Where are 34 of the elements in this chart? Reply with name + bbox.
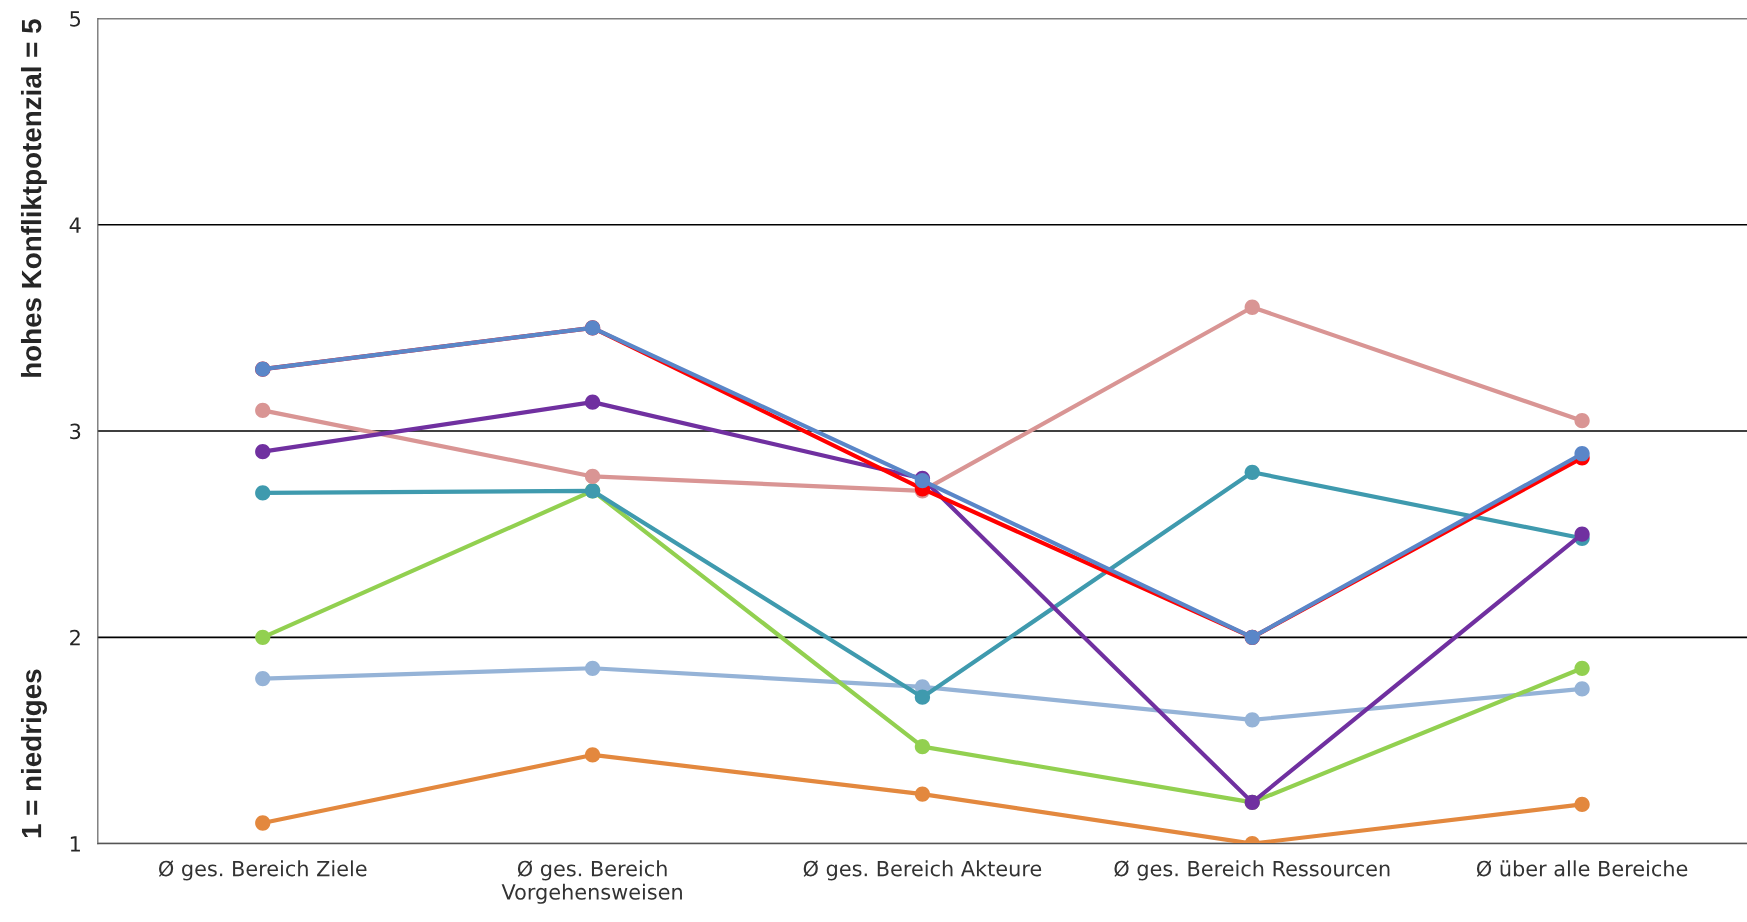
point — [1574, 796, 1590, 813]
point — [1574, 526, 1590, 542]
text: hohes Konfliktpotenzial = 5 — [20, 19, 47, 377]
y-tick-label: 1 — [70, 836, 80, 852]
y-tick-label: 3 — [70, 423, 81, 440]
y-tick-label: 4 — [69, 217, 81, 233]
point — [1244, 464, 1260, 480]
point — [255, 444, 271, 460]
x-tick-label: Ø ges. Bereich Ziele — [158, 860, 367, 881]
point — [914, 689, 931, 705]
point — [584, 394, 601, 410]
point — [914, 786, 931, 802]
y-tick-label: 2 — [70, 629, 80, 646]
text: 1 = niedriges — [20, 669, 47, 838]
point — [255, 629, 271, 645]
point — [914, 739, 931, 755]
point — [255, 670, 271, 687]
x-tick-label: Ø ges. Bereich Ressourcen — [1114, 860, 1390, 881]
point — [1244, 712, 1260, 728]
point — [1574, 681, 1590, 697]
point — [255, 485, 271, 501]
point — [1574, 660, 1590, 676]
point — [584, 660, 601, 676]
point — [1244, 299, 1260, 315]
x-tick-label: Ø über alle Bereiche — [1476, 860, 1688, 877]
point — [1574, 413, 1590, 429]
point — [255, 402, 271, 419]
point — [584, 468, 601, 485]
point — [1574, 446, 1590, 462]
x-tick-label: Ø ges. Bereich Vorgehensweisen — [501, 860, 682, 904]
point — [255, 815, 271, 831]
point — [584, 747, 601, 763]
y-tick-label: 5 — [70, 11, 81, 27]
x-tick-label: Ø ges. Bereich Akteure — [803, 860, 1042, 881]
